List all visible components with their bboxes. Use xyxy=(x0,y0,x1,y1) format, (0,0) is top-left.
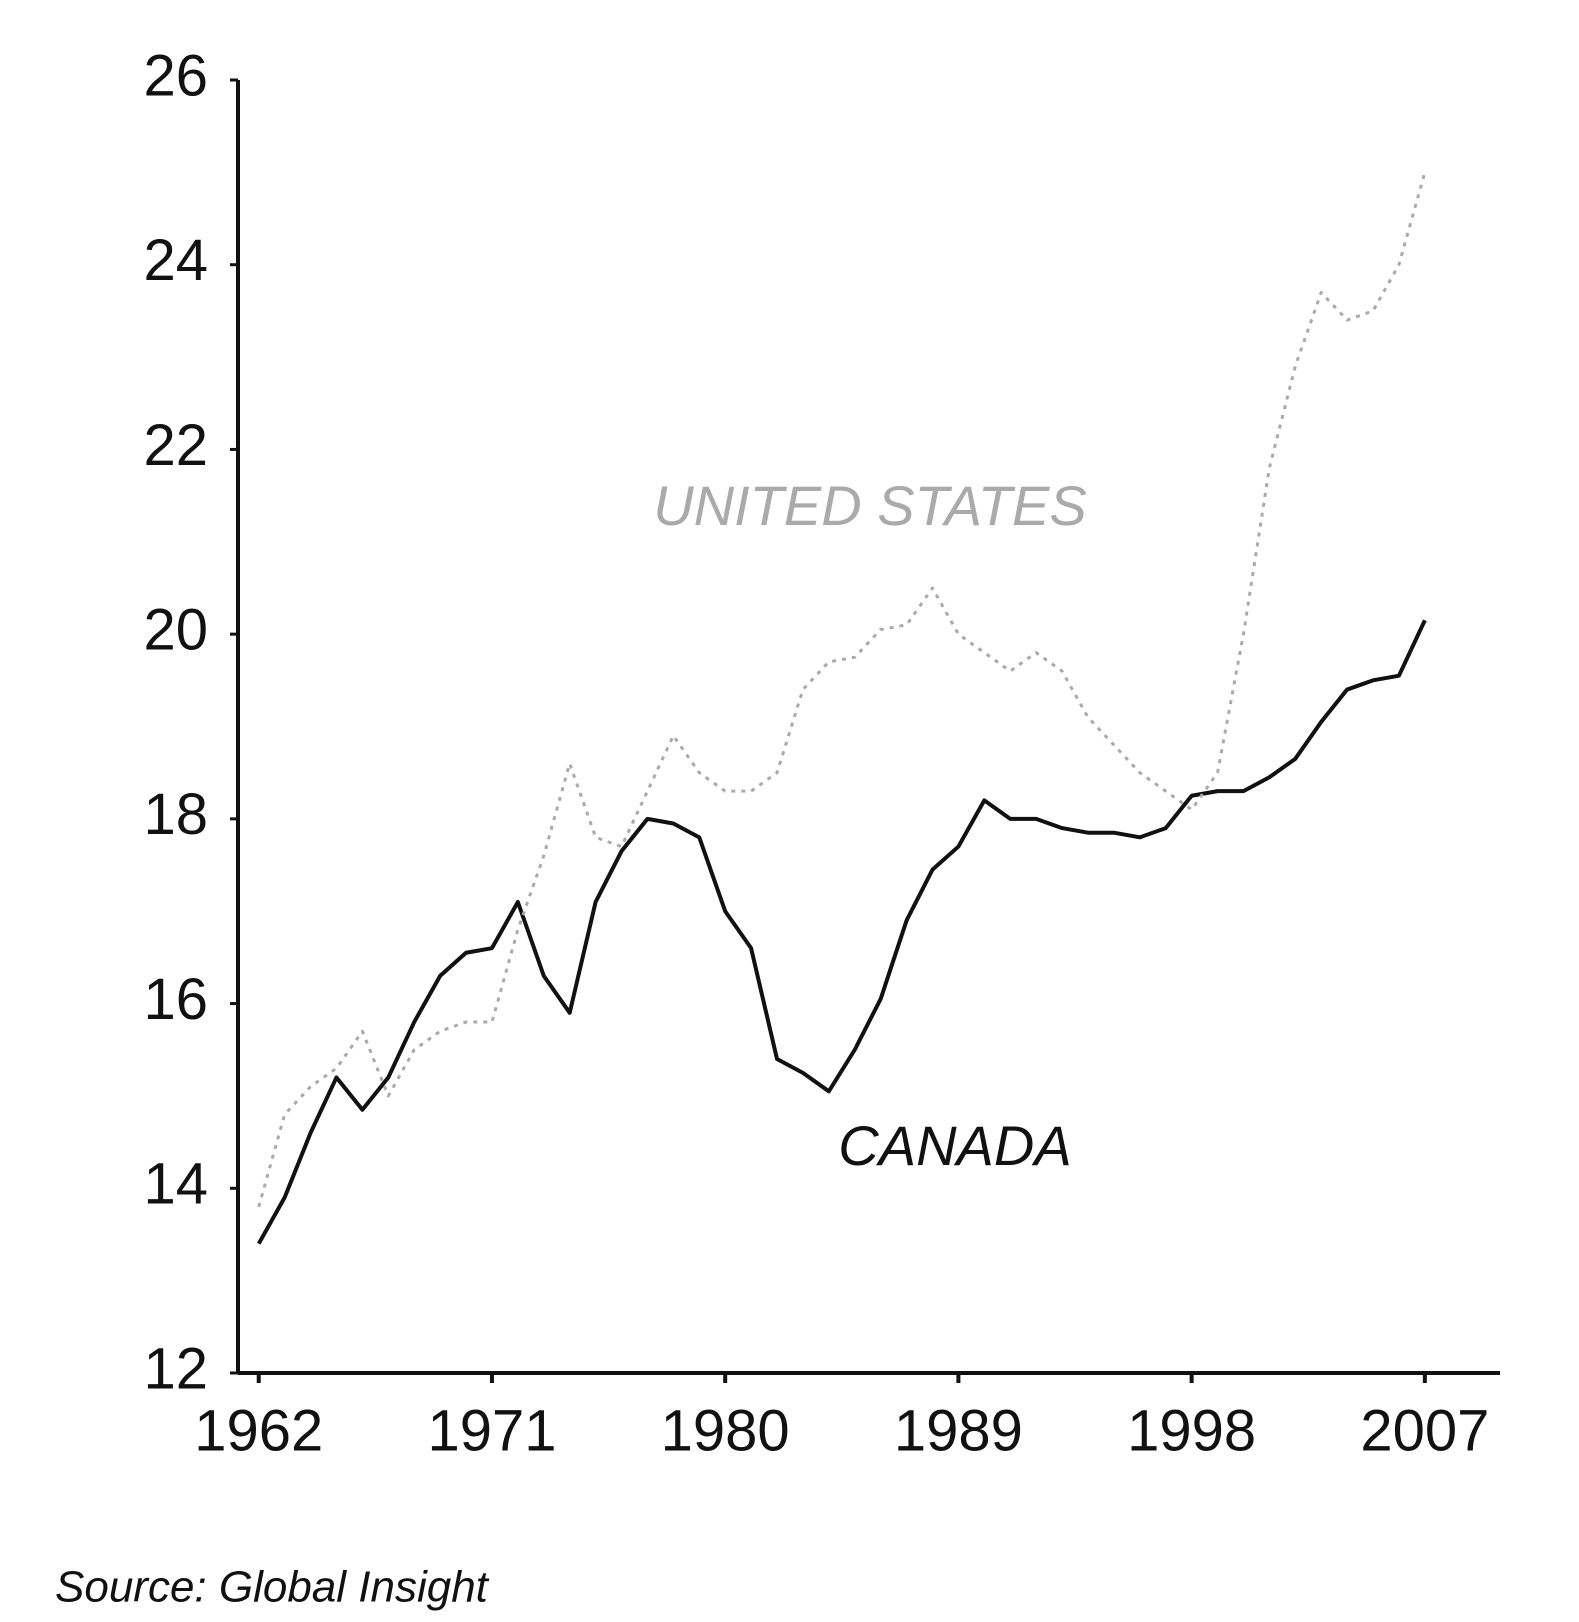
series-line xyxy=(257,171,1427,1208)
y-tick-label: 18 xyxy=(143,782,208,847)
x-tick-label: 2007 xyxy=(1360,1398,1489,1463)
x-tick-label: 1962 xyxy=(194,1398,323,1463)
series-label: CANADA xyxy=(838,1114,1071,1177)
y-tick-label: 22 xyxy=(143,413,208,478)
series-label: UNITED STATES xyxy=(653,474,1087,537)
y-tick-label: 20 xyxy=(143,597,208,662)
x-tick-label: 1971 xyxy=(427,1398,556,1463)
y-tick-label: 14 xyxy=(143,1152,208,1217)
y-tick-label: 24 xyxy=(143,228,208,293)
series-line xyxy=(256,619,1427,1245)
y-tick-label: 26 xyxy=(143,43,208,108)
y-tick-label: 16 xyxy=(143,967,208,1032)
x-tick-label: 1998 xyxy=(1127,1398,1256,1463)
x-tick-label: 1989 xyxy=(894,1398,1023,1463)
source-note: Source: Global Insight xyxy=(55,1563,490,1612)
y-tick-label: 12 xyxy=(143,1336,208,1401)
x-tick-label: 1980 xyxy=(661,1398,790,1463)
